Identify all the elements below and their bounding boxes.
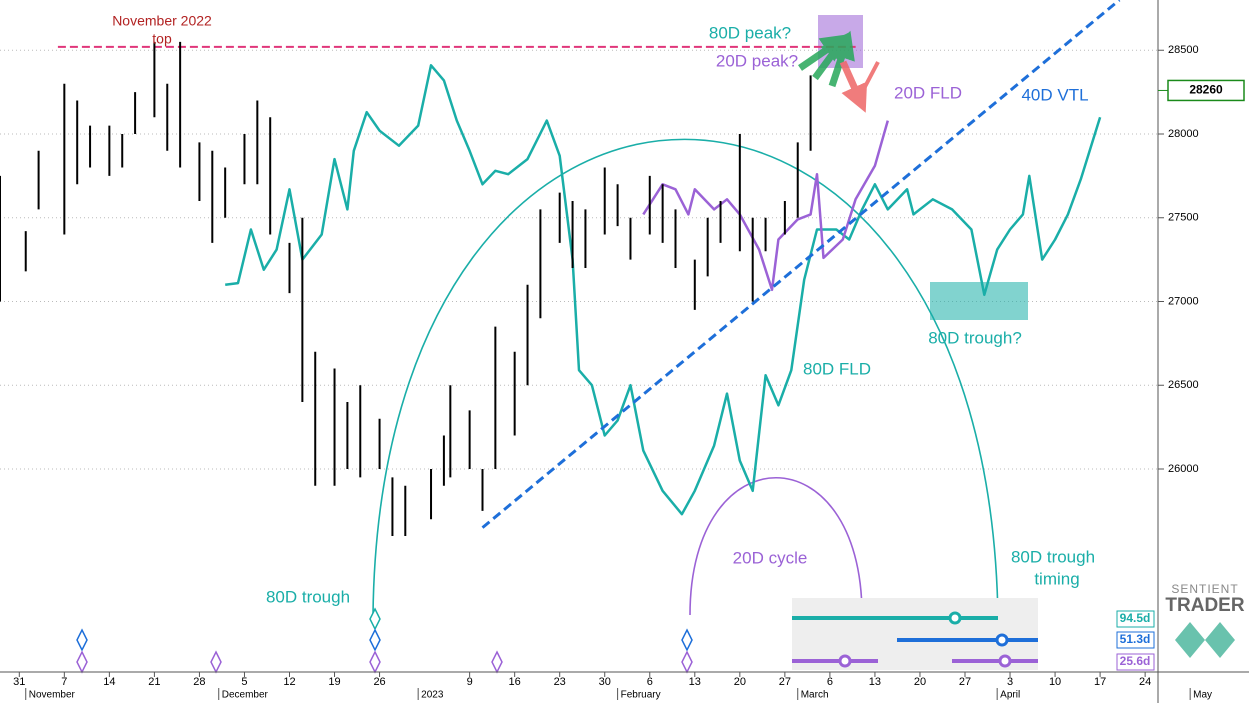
cycle-arc-80d <box>372 138 999 621</box>
annotation: 80D trough? <box>928 328 1022 347</box>
series-label: 80D FLD <box>803 359 871 378</box>
diamond <box>76 628 88 652</box>
cycle-length-box <box>1116 631 1155 649</box>
x-tick-label: 27 <box>779 676 791 688</box>
x-tick-label: 28 <box>193 676 205 688</box>
month-label: February <box>621 690 661 701</box>
x-tick-label: 6 <box>827 676 833 688</box>
arrows <box>798 30 880 113</box>
arrow <box>856 61 880 101</box>
x-tick-label: 20 <box>914 676 926 688</box>
x-tick-label: 30 <box>599 676 611 688</box>
phasing-dot <box>838 654 852 668</box>
cycle-arc-20d <box>689 476 863 616</box>
phasing-dot <box>998 654 1012 668</box>
series-label: 40D VTL <box>1021 85 1088 104</box>
phasing <box>792 611 1038 668</box>
cycle-length-box <box>1116 610 1155 628</box>
month-label: March <box>801 690 829 701</box>
month-label: May <box>1193 690 1212 701</box>
marks <box>0 0 1121 536</box>
x-tick-label: 20 <box>734 676 746 688</box>
y-tick-label: 28500 <box>1168 44 1199 56</box>
last-price-box <box>1167 79 1245 102</box>
x-tick-label: 13 <box>869 676 881 688</box>
x-tick-label: 6 <box>647 676 653 688</box>
cycle-length: 25.6d <box>1120 654 1151 668</box>
annotation: top <box>152 31 172 47</box>
x-tick-label: 27 <box>959 676 971 688</box>
x-tick-label: 3 <box>1007 676 1013 688</box>
x-tick-label: 24 <box>1139 676 1151 688</box>
logo: SENTIENT <box>1171 582 1238 596</box>
series-line <box>225 64 1102 516</box>
cycle-length: 94.5d <box>1120 611 1151 625</box>
annotation: 80D trough <box>266 587 350 606</box>
month-label: April <box>1000 690 1020 701</box>
x-tick-label: 26 <box>373 676 385 688</box>
trough-zone <box>930 282 1028 320</box>
x-tick-label: 14 <box>103 676 115 688</box>
annotation: 20D cycle <box>733 548 808 567</box>
diamond <box>681 628 693 652</box>
x-tick-label: 31 <box>13 676 25 688</box>
logo-mark <box>1175 622 1235 658</box>
series-label: 20D FLD <box>894 83 962 102</box>
x-tick-label: 7 <box>61 676 67 688</box>
month-label: November <box>29 690 76 701</box>
month-label: 2023 <box>421 690 444 701</box>
phasing-dot <box>948 611 962 625</box>
annotation: 80D trough <box>1011 547 1095 566</box>
series-line <box>481 0 1121 529</box>
logo: TRADER <box>1165 595 1244 616</box>
series-line <box>642 120 890 292</box>
x-tick-label: 16 <box>509 676 521 688</box>
phasing-band <box>792 598 1038 670</box>
x-tick-label: 19 <box>328 676 340 688</box>
arrow <box>839 60 868 113</box>
x-tick-label: 12 <box>283 676 295 688</box>
last-price-label: 28260 <box>1189 83 1223 97</box>
month-label: December <box>222 690 269 701</box>
x-tick-label: 13 <box>689 676 701 688</box>
cycle-length: 51.3d <box>1120 632 1151 646</box>
annotation: timing <box>1034 569 1079 588</box>
y-tick-label: 26000 <box>1168 463 1199 475</box>
phasing-dot <box>995 633 1009 647</box>
y-tick-label: 28000 <box>1168 128 1199 140</box>
x-tick-label: 5 <box>241 676 247 688</box>
annotation: November 2022 <box>112 13 212 29</box>
y-tick-label: 27500 <box>1168 212 1199 224</box>
x-tick-label: 21 <box>148 676 160 688</box>
arrow <box>828 30 855 88</box>
annotation: 80D peak? <box>709 23 791 42</box>
x-tick-label: 9 <box>467 676 473 688</box>
diamond <box>369 628 381 652</box>
x-tick-label: 10 <box>1049 676 1061 688</box>
y-tick-label: 27000 <box>1168 295 1199 307</box>
x-tick-label: 17 <box>1094 676 1106 688</box>
cycle-length-box <box>1116 653 1155 671</box>
x-tick-label: 23 <box>554 676 566 688</box>
trough-markers <box>76 607 693 674</box>
y-tick-label: 26500 <box>1168 379 1199 391</box>
annotation: 20D peak? <box>716 51 798 70</box>
